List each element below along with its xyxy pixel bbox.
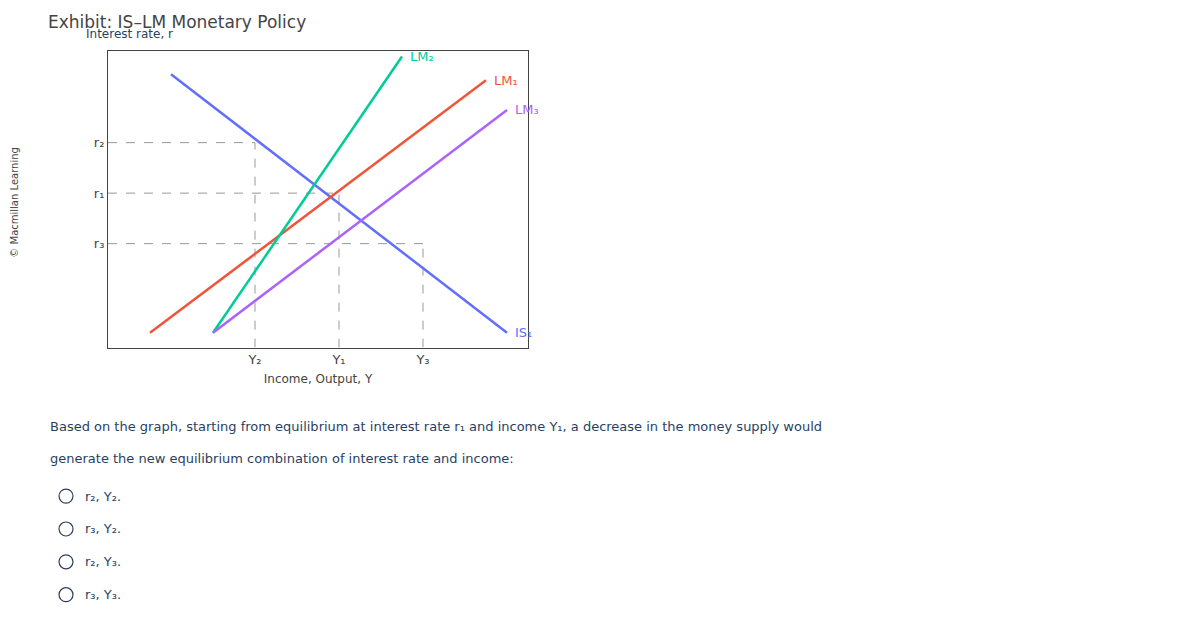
svg-text:r₂: r₂ [94,135,105,150]
svg-text:Y₂: Y₂ [247,352,261,367]
svg-text:LM₁: LM₁ [494,73,518,88]
svg-text:Y₃: Y₃ [415,352,429,367]
svg-text:r₃, Y₂.: r₃, Y₂. [85,521,121,536]
svg-text:LM₂: LM₂ [410,49,434,64]
svg-text:r₁: r₁ [94,186,105,201]
svg-text:r₃, Y₃.: r₃, Y₃. [85,587,121,602]
svg-text:LM₃: LM₃ [515,102,539,117]
svg-text:Interest rate, r: Interest rate, r [86,27,173,41]
svg-text:IS₁: IS₁ [515,325,532,340]
svg-text:r₂, Y₃.: r₂, Y₃. [85,554,121,569]
svg-text:Exhibit: IS–LM Monetary Policy: Exhibit: IS–LM Monetary Policy [48,12,306,32]
svg-text:generate the new equilibrium c: generate the new equilibrium combination… [50,451,514,466]
svg-text:Income, Output, Y: Income, Output, Y [264,372,373,386]
svg-text:r₃: r₃ [94,236,105,251]
svg-text:r₂, Y₂.: r₂, Y₂. [85,489,121,504]
svg-text:Based on the graph, starting f: Based on the graph, starting from equili… [50,419,822,434]
svg-text:© Macmillan Learning: © Macmillan Learning [9,147,20,258]
svg-text:Y₁: Y₁ [331,352,345,367]
